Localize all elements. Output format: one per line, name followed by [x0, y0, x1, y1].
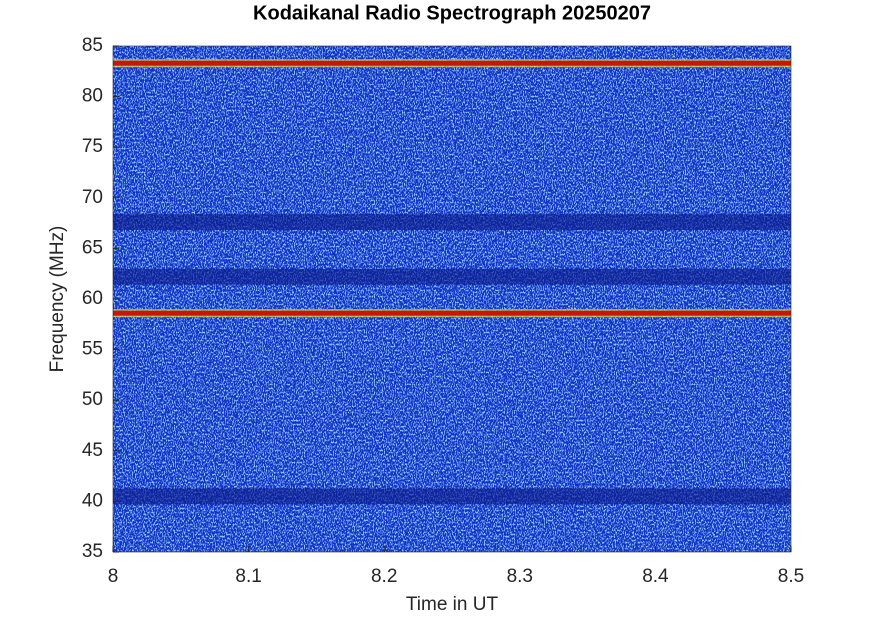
x-tick-label: 8.3 — [507, 566, 533, 587]
y-tick-label: 85 — [82, 35, 103, 56]
y-tick-label: 55 — [82, 339, 103, 360]
chart-title: Kodaikanal Radio Spectrograph 20250207 — [253, 2, 651, 24]
x-tick-label: 8 — [108, 566, 119, 587]
emission-band — [113, 60, 791, 66]
x-tick-label: 8.5 — [778, 566, 804, 587]
y-tick-label: 45 — [82, 440, 103, 461]
x-tick-label: 8.2 — [371, 566, 397, 587]
y-tick-label: 75 — [82, 136, 103, 157]
y-tick-label: 35 — [82, 541, 103, 562]
plot-area — [113, 46, 791, 552]
y-tick-label: 70 — [82, 187, 103, 208]
x-axis-label: Time in UT — [406, 594, 499, 615]
y-tick-label: 80 — [82, 86, 103, 107]
y-tick-label: 40 — [82, 490, 103, 511]
absorption-band — [113, 214, 791, 231]
y-axis-label: Frequency (MHz) — [47, 226, 68, 373]
x-tick-label: 8.1 — [235, 566, 261, 587]
emission-band — [113, 310, 791, 316]
x-tick-label: 8.4 — [642, 566, 669, 587]
y-tick-label: 60 — [82, 288, 103, 309]
noise-texture — [113, 46, 791, 552]
y-tick-label: 65 — [82, 237, 103, 258]
y-tick-label: 50 — [82, 389, 103, 410]
absorption-band — [113, 488, 791, 505]
absorption-band — [113, 268, 791, 285]
